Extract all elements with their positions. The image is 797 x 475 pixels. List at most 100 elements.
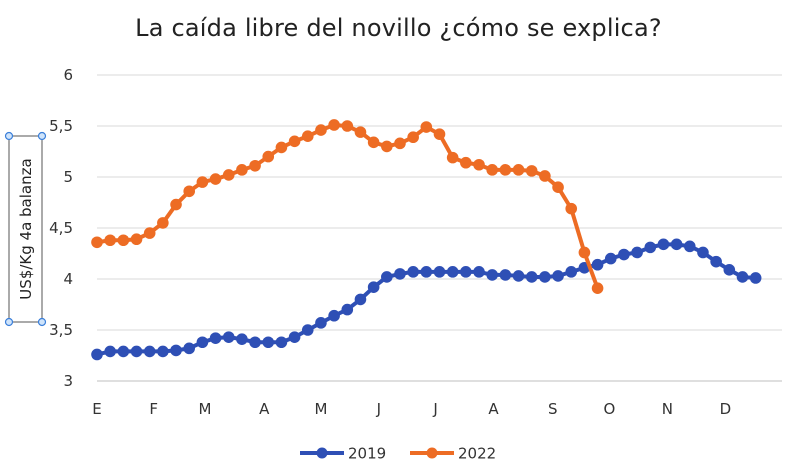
chart-title: La caída libre del novillo ¿cómo se expl… — [135, 14, 662, 42]
y-tick-label: 5 — [63, 168, 73, 186]
data-point-2019 — [249, 336, 261, 349]
y-axis-label: US$/Kg 4a balanza — [17, 158, 35, 299]
data-point-2019 — [196, 336, 209, 349]
legend-marker-2022 — [426, 447, 438, 459]
data-point-2022 — [367, 136, 380, 149]
series-line-2019 — [95, 242, 758, 357]
x-tick-label: A — [488, 400, 499, 418]
data-point-2019 — [446, 266, 459, 278]
data-point-2019 — [670, 238, 683, 251]
data-point-2019 — [525, 271, 538, 283]
data-point-2022 — [486, 164, 498, 176]
y-label-selection-box[interactable] — [8, 135, 43, 323]
data-point-2019 — [328, 309, 340, 322]
data-point-2022 — [183, 185, 196, 198]
x-tick-label: M — [314, 400, 327, 418]
y-axis-label-group[interactable]: US$/Kg 4a balanza — [4, 131, 47, 327]
y-tick-label: 6 — [63, 66, 73, 84]
data-point-2022 — [275, 141, 288, 154]
series-2022 — [91, 119, 604, 294]
data-point-2022 — [209, 173, 222, 185]
y-tick-label: 5,5 — [49, 117, 73, 135]
x-tick-label: D — [720, 400, 732, 418]
data-point-2019 — [749, 272, 762, 284]
data-point-2022 — [249, 159, 261, 172]
data-point-2022 — [381, 140, 393, 153]
data-point-2022 — [552, 181, 564, 193]
data-point-2022 — [407, 131, 419, 144]
data-point-2022 — [341, 120, 354, 132]
data-point-2019 — [486, 269, 498, 281]
resize-handle-bottom-right[interactable] — [37, 317, 47, 327]
x-tick-label: N — [662, 400, 673, 418]
data-point-2022 — [433, 128, 446, 140]
resize-handle-bottom-left[interactable] — [4, 317, 14, 327]
data-point-2022 — [394, 137, 406, 150]
x-tick-label: J — [432, 400, 437, 418]
y-tick-label: 3,5 — [49, 321, 73, 339]
y-axis-ticks: 3 3,5 4 4,5 5 5,5 6 — [49, 66, 73, 390]
resize-handle-top-left[interactable] — [4, 131, 14, 141]
data-point-2022 — [539, 170, 551, 182]
data-point-2019 — [170, 344, 182, 357]
x-tick-label: O — [604, 400, 616, 418]
x-tick-label: S — [548, 400, 558, 418]
data-point-2019 — [262, 336, 275, 349]
data-point-2019 — [91, 348, 103, 361]
data-point-2019 — [222, 331, 235, 343]
legend-label-2019: 2019 — [348, 445, 386, 463]
data-point-2019 — [736, 271, 749, 283]
data-point-2022 — [328, 119, 340, 131]
data-point-2019 — [394, 268, 406, 280]
data-point-2019 — [275, 336, 288, 349]
data-point-2022 — [157, 217, 169, 229]
gridlines — [97, 74, 782, 382]
data-point-2022 — [288, 135, 301, 148]
x-tick-label: F — [149, 400, 158, 418]
data-point-2019 — [367, 281, 380, 293]
data-point-2019 — [433, 266, 446, 278]
data-point-2022 — [499, 164, 512, 176]
data-point-2019 — [420, 266, 433, 278]
x-tick-label: E — [92, 400, 101, 418]
data-point-2019 — [604, 252, 617, 265]
data-point-2022 — [446, 151, 459, 164]
data-point-2022 — [104, 234, 116, 247]
data-point-2019 — [209, 332, 222, 344]
data-point-2019 — [354, 293, 367, 306]
data-point-2022 — [262, 150, 275, 163]
data-point-2022 — [354, 126, 367, 138]
data-point-2019 — [130, 345, 143, 358]
x-tick-label: M — [199, 400, 212, 418]
data-point-2019 — [104, 345, 116, 358]
legend-label-2022: 2022 — [458, 445, 496, 463]
x-tick-label: J — [376, 400, 381, 418]
data-point-2019 — [565, 266, 578, 278]
data-point-2022 — [222, 169, 235, 181]
data-point-2019 — [591, 258, 604, 271]
y-tick-label: 4,5 — [49, 219, 73, 237]
resize-handle-top-right[interactable] — [37, 131, 47, 141]
data-point-2019 — [288, 331, 301, 343]
data-point-2019 — [183, 342, 196, 355]
data-point-2019 — [539, 271, 551, 283]
data-point-2022 — [196, 176, 209, 188]
y-tick-label: 3 — [63, 372, 73, 390]
data-point-2019 — [473, 266, 485, 278]
y-tick-label: 4 — [63, 270, 73, 288]
data-point-2022 — [525, 165, 538, 177]
data-point-2019 — [683, 240, 696, 253]
legend-marker-2019 — [316, 447, 328, 459]
data-point-2019 — [644, 241, 657, 254]
data-point-2019 — [657, 238, 670, 251]
data-point-2022 — [591, 282, 604, 294]
data-point-2019 — [341, 303, 354, 316]
series-2019 — [91, 238, 762, 361]
data-point-2019 — [618, 248, 630, 261]
data-point-2019 — [631, 246, 643, 259]
data-point-2022 — [143, 227, 156, 239]
data-point-2019 — [407, 266, 419, 278]
data-point-2019 — [301, 324, 314, 336]
